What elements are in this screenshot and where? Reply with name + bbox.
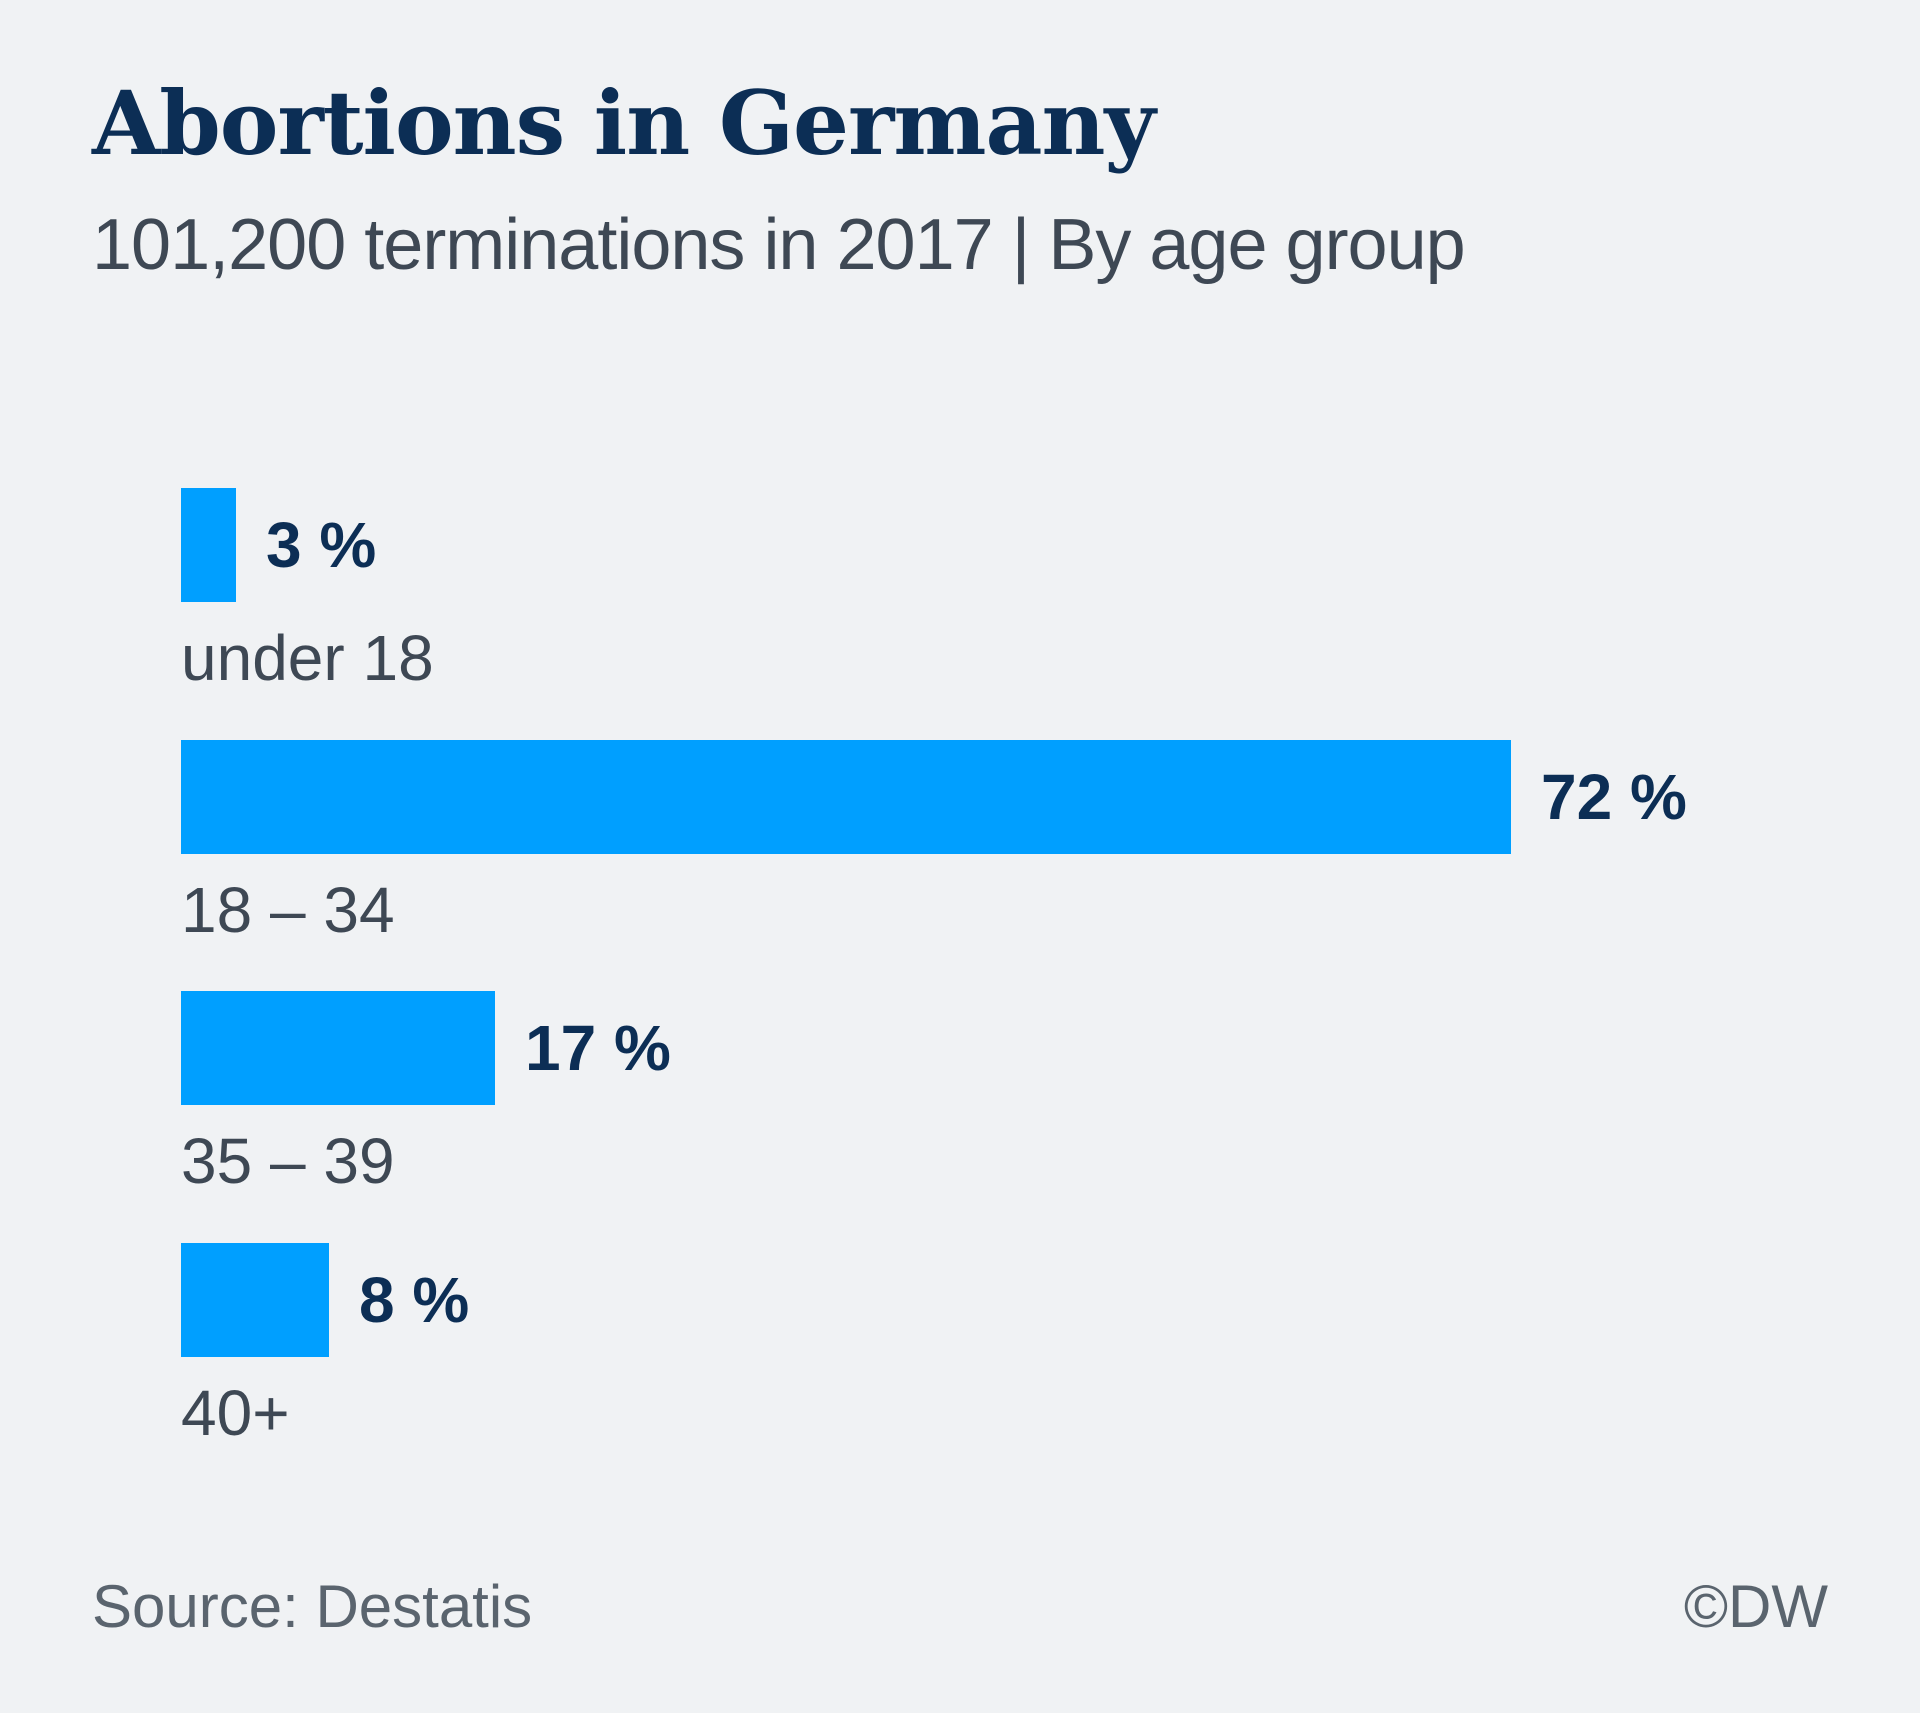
bar-value-label: 17 % — [525, 1012, 671, 1085]
page-title: Abortions in Germany — [92, 71, 1156, 175]
bar-category-label: 18 – 34 — [181, 873, 395, 946]
bar-category-label: under 18 — [181, 622, 434, 695]
bar-rows: 3 % under 18 72 % 18 – 34 17 % 35 – 39 8 % 40+ — [181, 488, 1828, 1450]
chart-row: 17 % 35 – 39 — [181, 991, 1828, 1199]
copyright-label: ©DW — [1683, 1573, 1828, 1640]
bar-category-label: 40+ — [181, 1377, 290, 1449]
chart-row: 8 % 40+ — [181, 1243, 1828, 1451]
bar-line: 3 % — [181, 488, 1828, 603]
bar — [181, 991, 495, 1106]
bar-chart: 3 % under 18 72 % 18 – 34 17 % 35 – 39 8 % 40+ — [0, 488, 1920, 1450]
bar-value-label: 72 % — [1541, 760, 1687, 833]
source-credit: Source: Destatis — [92, 1573, 533, 1640]
bar — [181, 488, 236, 603]
chart-subtitle: 101,200 terminations in 2017 | By age gr… — [92, 204, 1466, 285]
footer: Source: Destatis ©DW — [92, 1572, 1828, 1641]
bar-value-label: 3 % — [266, 509, 377, 582]
bar-category-label: 35 – 39 — [181, 1125, 395, 1198]
bar — [181, 1243, 329, 1357]
bar — [181, 739, 1511, 854]
chart-row: 3 % under 18 — [181, 488, 1828, 696]
header: Abortions in Germany 101,200 termination… — [0, 0, 1920, 288]
bar-line: 72 % — [181, 739, 1828, 854]
bar-line: 17 % — [181, 991, 1828, 1106]
bar-line: 8 % — [181, 1243, 1828, 1357]
chart-row: 72 % 18 – 34 — [181, 739, 1828, 948]
bar-value-label: 8 % — [359, 1264, 470, 1336]
